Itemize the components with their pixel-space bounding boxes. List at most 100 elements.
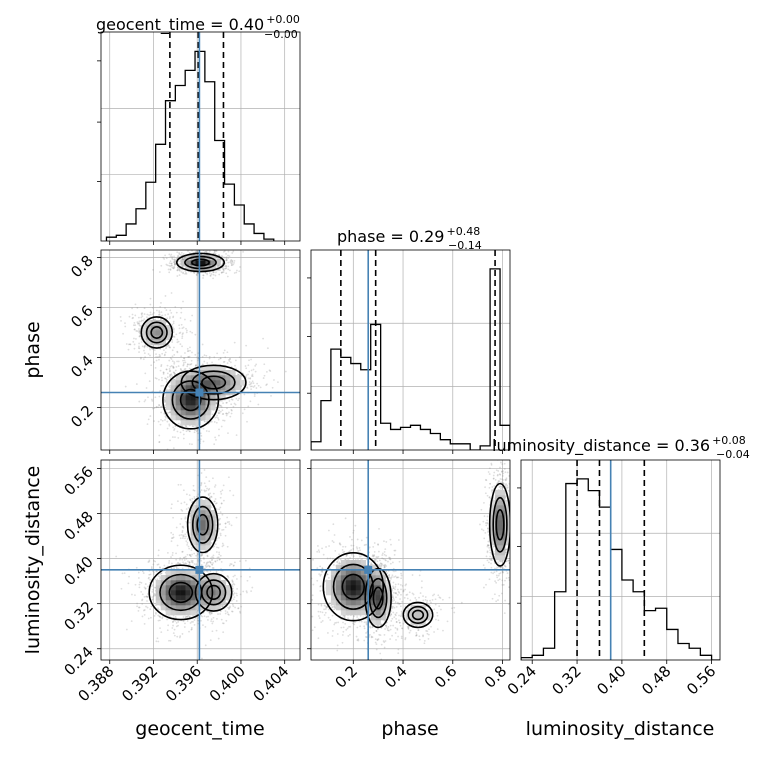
contour xyxy=(488,482,510,567)
histogram-bin xyxy=(689,648,700,660)
contour xyxy=(180,364,247,401)
axes-frame xyxy=(310,459,511,661)
y-tick-label: 0.8 xyxy=(67,252,97,282)
contour xyxy=(200,579,227,606)
title-geocent-time-minus: −0.00 xyxy=(264,28,298,41)
contour xyxy=(411,609,425,621)
histogram-bin xyxy=(401,427,411,450)
hist-luminosity-distance-panel: 0.24 0.32 0.40 0.48 0.56 xyxy=(504,459,721,698)
contour xyxy=(402,601,434,629)
histogram-bin xyxy=(321,401,331,450)
contour xyxy=(364,567,392,629)
histogram-bin xyxy=(361,370,371,450)
x-axis-label-phase: phase xyxy=(381,718,438,740)
histogram-bin xyxy=(185,70,195,241)
histogram-bin xyxy=(611,549,622,660)
contour xyxy=(332,563,374,610)
y-tick-label: 0.24 xyxy=(60,643,96,679)
axes-frame xyxy=(100,31,301,242)
contour xyxy=(191,370,236,395)
histogram-bin xyxy=(532,655,543,660)
histogram-bin xyxy=(351,364,361,450)
contours xyxy=(322,482,510,629)
histogram-bin xyxy=(430,434,440,450)
histogram-bin xyxy=(599,507,610,660)
histogram-bin xyxy=(588,491,599,660)
truth-marker xyxy=(195,565,204,574)
hist-geocent-time-panel xyxy=(97,31,301,245)
histogram-step xyxy=(105,50,275,241)
hist-phase-panel xyxy=(307,249,511,454)
histogram-bin xyxy=(480,446,490,450)
histogram-bin xyxy=(622,580,633,660)
y-tick-label: 0.2 xyxy=(67,402,97,432)
contour xyxy=(140,316,174,349)
contour xyxy=(179,388,202,412)
title-phase: phase = 0.29 +0.48 xyxy=(337,225,480,246)
contour xyxy=(168,581,194,604)
histogram-bin xyxy=(156,144,166,241)
title-luminosity-distance: luminosity_distance = 0.36 +0.08 xyxy=(492,434,746,456)
histogram-bin xyxy=(175,86,185,241)
histogram-bin xyxy=(136,209,146,241)
x-tick-label: 0.56 xyxy=(683,662,719,698)
y-tick-label: 0.32 xyxy=(60,598,96,634)
histogram-bin xyxy=(700,655,711,660)
title-geocent-time: geocent_time = 0.40 +0.00 xyxy=(96,13,300,35)
histogram-bin xyxy=(656,608,667,660)
contour xyxy=(201,375,227,390)
contour xyxy=(186,496,219,554)
x-tick-label: 0.32 xyxy=(549,662,585,698)
histogram-bin xyxy=(244,224,254,241)
contours xyxy=(140,252,247,430)
joint-phase-geocent-time-panel: 0.2 0.4 0.6 0.8 xyxy=(67,249,301,454)
axes-frame xyxy=(100,459,301,661)
contour xyxy=(191,258,210,267)
truth-marker xyxy=(195,388,204,397)
contour xyxy=(194,572,233,612)
contour xyxy=(372,586,384,610)
y-axis-label-luminosity-distance: luminosity_distance xyxy=(22,466,44,655)
y-tick-label: 0.40 xyxy=(60,553,96,589)
histogram-bin xyxy=(633,592,644,660)
axes-frame xyxy=(520,459,721,661)
histogram-bin xyxy=(577,479,588,660)
histogram-bin xyxy=(555,592,566,660)
histogram-bin xyxy=(311,442,321,450)
title-luminosity-distance-minus: −0.04 xyxy=(716,448,750,461)
joint-luminosity-distance-phase-panel: 0.2 0.4 0.6 0.8 xyxy=(307,459,511,692)
axes-frame xyxy=(310,249,511,451)
contour xyxy=(191,505,214,544)
contour xyxy=(196,513,209,536)
histogram-bin xyxy=(411,425,421,450)
histogram-bin xyxy=(166,101,176,241)
histogram-bin xyxy=(667,629,678,660)
histogram-bin xyxy=(126,224,136,241)
histogram-bin xyxy=(331,349,341,450)
x-tick-label: 0.392 xyxy=(118,662,161,705)
contours xyxy=(148,496,233,621)
contour xyxy=(175,252,226,273)
histogram-bin xyxy=(146,182,156,241)
histogram-bin xyxy=(391,429,401,450)
contour xyxy=(148,564,214,621)
joint-luminosity-distance-geocent-time-panel: 0.388 0.392 0.396 0.400 0.4040.240.320.400.4… xyxy=(60,459,301,705)
truth-marker xyxy=(364,565,373,574)
x-tick-label: 0.40 xyxy=(593,662,629,698)
y-tick-label: 0.6 xyxy=(67,302,97,332)
histogram-bin xyxy=(566,484,577,660)
x-axis-label-luminosity-distance: luminosity_distance xyxy=(526,718,715,740)
x-tick-label: 0.400 xyxy=(206,662,249,705)
x-tick-label: 0.404 xyxy=(249,662,292,705)
x-tick-label: 0.4 xyxy=(381,662,411,692)
histogram-bin xyxy=(678,644,689,660)
histogram-bin xyxy=(205,82,215,241)
contour xyxy=(341,573,365,600)
contour xyxy=(322,552,385,622)
y-axis-label-phase: phase xyxy=(22,321,44,378)
x-tick-label: 0.2 xyxy=(332,662,362,692)
x-tick-label: 0.24 xyxy=(504,662,540,698)
contour xyxy=(495,509,505,541)
histogram-bin xyxy=(500,425,510,450)
